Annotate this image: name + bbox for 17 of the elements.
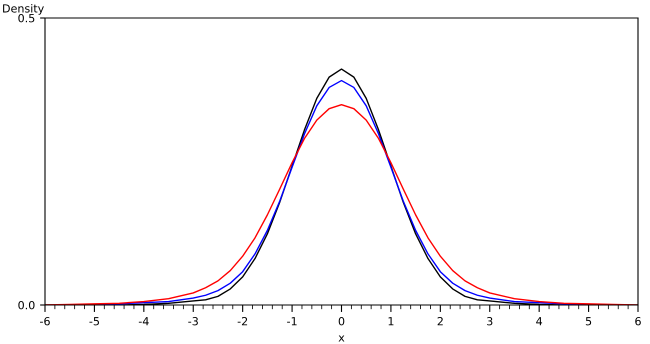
x-axis-title: x <box>338 335 344 342</box>
x-tick-label: 6 <box>635 317 641 326</box>
x-tick-label: -3 <box>188 317 198 326</box>
x-tick-label: -4 <box>138 317 149 326</box>
x-tick-label: -1 <box>287 317 297 326</box>
y-tick-label: 0.0 <box>18 300 35 310</box>
x-tick-label: 1 <box>388 317 394 326</box>
x-tick-label: 3 <box>487 317 492 326</box>
x-tick-label: -5 <box>89 317 99 326</box>
x-tick-label: -6 <box>40 317 50 326</box>
x-tick-label: -2 <box>238 317 248 326</box>
y-tick-label: 0.5 <box>18 14 34 22</box>
y-axis-title: Density <box>3 4 44 15</box>
x-tick-label: 4 <box>536 317 542 326</box>
x-tick-label: 2 <box>438 317 443 326</box>
x-tick-label: 5 <box>586 317 592 326</box>
x-tick-label: 0 <box>338 317 344 326</box>
